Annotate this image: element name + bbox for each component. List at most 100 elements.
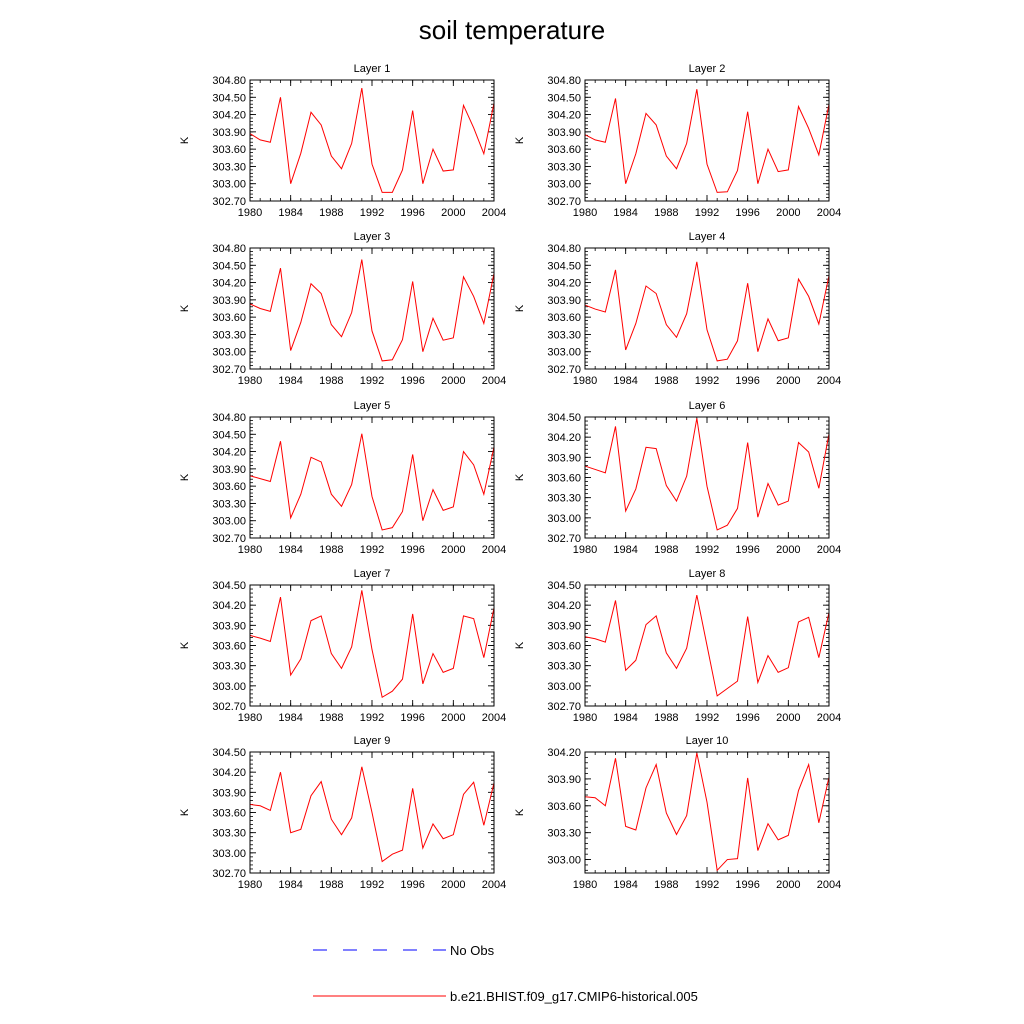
x-tick-label: 2004 bbox=[817, 544, 841, 556]
x-tick-label: 1984 bbox=[278, 712, 302, 724]
panel-title: Layer 10 bbox=[686, 735, 729, 747]
x-tick-label: 1992 bbox=[695, 712, 719, 724]
x-tick-label: 1992 bbox=[360, 879, 384, 891]
x-tick-label: 1992 bbox=[695, 544, 719, 556]
y-tick-label: 303.30 bbox=[547, 493, 581, 505]
panel-title: Layer 5 bbox=[354, 400, 391, 412]
y-tick-label: 304.20 bbox=[212, 767, 246, 779]
x-tick-label: 2000 bbox=[441, 544, 465, 556]
y-tick-label: 303.00 bbox=[547, 513, 581, 525]
y-tick-label: 303.00 bbox=[212, 681, 246, 693]
y-tick-label: 303.00 bbox=[212, 347, 246, 359]
y-tick-label: 303.90 bbox=[547, 127, 581, 139]
y-axis-label: K bbox=[514, 136, 526, 144]
y-tick-label: 304.20 bbox=[547, 278, 581, 290]
panel-frame bbox=[249, 584, 495, 707]
y-tick-label: 304.50 bbox=[212, 429, 246, 441]
panel-frame bbox=[249, 247, 495, 370]
x-tick-label: 1996 bbox=[400, 712, 424, 724]
y-tick-label: 304.20 bbox=[547, 432, 581, 444]
x-tick-label: 2000 bbox=[441, 375, 465, 387]
x-tick-label: 1988 bbox=[654, 879, 678, 891]
panel-title: Layer 6 bbox=[689, 400, 726, 412]
x-tick-label: 2000 bbox=[441, 712, 465, 724]
x-tick-label: 1992 bbox=[360, 712, 384, 724]
y-tick-label: 303.00 bbox=[547, 179, 581, 191]
y-tick-label: 303.30 bbox=[547, 329, 581, 341]
x-tick-label: 1984 bbox=[278, 879, 302, 891]
y-tick-label: 303.90 bbox=[547, 620, 581, 632]
x-tick-label: 1980 bbox=[238, 879, 262, 891]
y-tick-label: 303.60 bbox=[547, 641, 581, 653]
y-tick-label: 303.90 bbox=[212, 464, 246, 476]
y-tick-label: 304.20 bbox=[212, 447, 246, 459]
x-tick-label: 2000 bbox=[776, 207, 800, 219]
y-axis-label: K bbox=[179, 136, 191, 144]
y-tick-label: 303.60 bbox=[212, 481, 246, 493]
y-tick-label: 304.20 bbox=[547, 600, 581, 612]
x-tick-label: 1996 bbox=[735, 375, 759, 387]
x-tick-label: 1996 bbox=[400, 544, 424, 556]
panel-title: Layer 3 bbox=[354, 231, 391, 243]
x-tick-label: 1980 bbox=[238, 544, 262, 556]
panel-layer-2: 1980 1984 1988 1992 1996 2000 2004 302.70 303.00… bbox=[514, 63, 841, 219]
y-axis-label: K bbox=[179, 473, 191, 481]
y-tick-label: 303.00 bbox=[212, 516, 246, 528]
x-tick-label: 2004 bbox=[817, 207, 841, 219]
x-tick-label: 1996 bbox=[735, 544, 759, 556]
series-line-model bbox=[249, 590, 495, 699]
y-axis-label: K bbox=[179, 641, 191, 649]
x-tick-label: 2004 bbox=[817, 375, 841, 387]
x-tick-label: 1984 bbox=[613, 544, 637, 556]
y-tick-label: 304.50 bbox=[547, 92, 581, 104]
y-tick-label: 304.20 bbox=[212, 110, 246, 122]
x-tick-label: 1996 bbox=[400, 879, 424, 891]
y-axis-label: K bbox=[179, 808, 191, 816]
x-tick-label: 1980 bbox=[573, 375, 597, 387]
y-tick-label: 303.60 bbox=[212, 641, 246, 653]
y-tick-label: 303.90 bbox=[212, 620, 246, 632]
x-tick-label: 2004 bbox=[482, 879, 506, 891]
panel-layer-8: 1980 1984 1988 1992 1996 2000 2004 302.70 303.00… bbox=[514, 568, 841, 724]
x-tick-label: 1980 bbox=[573, 544, 597, 556]
x-tick-label: 1984 bbox=[278, 207, 302, 219]
panel-title: Layer 2 bbox=[689, 63, 726, 75]
panel-title: Layer 7 bbox=[354, 568, 391, 580]
panel-frame bbox=[249, 751, 495, 874]
y-tick-label: 302.70 bbox=[547, 196, 581, 208]
x-tick-label: 2000 bbox=[441, 879, 465, 891]
y-tick-label: 303.00 bbox=[547, 347, 581, 359]
x-tick-label: 1988 bbox=[319, 712, 343, 724]
x-tick-label: 1988 bbox=[319, 207, 343, 219]
x-tick-label: 1984 bbox=[278, 375, 302, 387]
x-tick-label: 1988 bbox=[319, 375, 343, 387]
y-tick-label: 303.90 bbox=[547, 295, 581, 307]
panel-layer-1: 1980 1984 1988 1992 1996 2000 2004 302.70 303.00… bbox=[179, 63, 506, 219]
x-tick-label: 1980 bbox=[238, 375, 262, 387]
panel-frame bbox=[249, 416, 495, 539]
legend-obs-label: No Obs bbox=[450, 943, 495, 958]
y-tick-label: 303.90 bbox=[212, 127, 246, 139]
x-tick-label: 1988 bbox=[654, 544, 678, 556]
y-tick-label: 304.50 bbox=[547, 412, 581, 424]
x-tick-label: 1980 bbox=[238, 207, 262, 219]
series-line-model bbox=[584, 594, 830, 697]
y-tick-label: 303.30 bbox=[547, 661, 581, 673]
y-tick-label: 303.90 bbox=[212, 787, 246, 799]
x-tick-label: 1988 bbox=[319, 879, 343, 891]
y-tick-label: 304.80 bbox=[212, 412, 246, 424]
y-tick-label: 303.30 bbox=[547, 828, 581, 840]
panel-frame bbox=[584, 247, 830, 370]
y-tick-label: 303.30 bbox=[212, 329, 246, 341]
panel-title: Layer 1 bbox=[354, 63, 391, 75]
y-tick-label: 303.90 bbox=[547, 452, 581, 464]
x-tick-label: 1992 bbox=[360, 375, 384, 387]
x-tick-label: 1992 bbox=[695, 879, 719, 891]
y-tick-label: 304.50 bbox=[212, 580, 246, 592]
y-tick-label: 303.00 bbox=[547, 855, 581, 867]
x-tick-label: 1984 bbox=[613, 375, 637, 387]
y-tick-label: 303.60 bbox=[212, 144, 246, 156]
panel-layer-3: 1980 1984 1988 1992 1996 2000 2004 302.70 303.00… bbox=[179, 231, 506, 387]
y-tick-label: 303.30 bbox=[212, 498, 246, 510]
panel-frame bbox=[249, 79, 495, 202]
